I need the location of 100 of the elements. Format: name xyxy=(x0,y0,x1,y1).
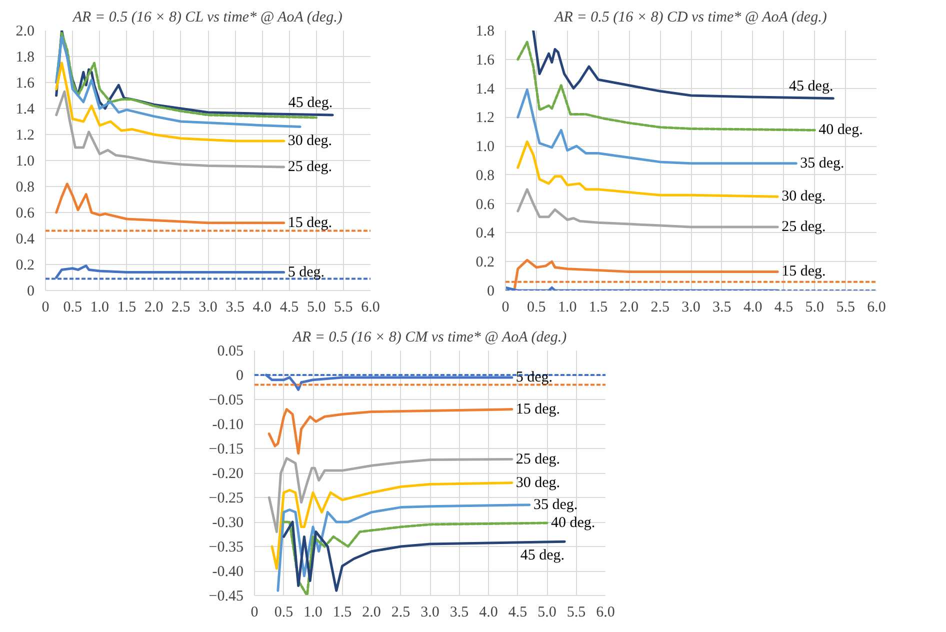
x-tick-label: 2.5 xyxy=(172,300,190,316)
series-label: 15 deg. xyxy=(288,214,332,231)
chart-title: AR = 0.5 (16 × 8) CM vs time* @ AoA (deg.) xyxy=(292,330,567,346)
series-label: 35 deg. xyxy=(533,496,578,513)
series-label: 45 deg. xyxy=(288,95,333,111)
x-tick-label: 5.0 xyxy=(306,300,326,316)
x-tick-label: 6.0 xyxy=(596,604,615,620)
x-tick-label: 0 xyxy=(502,300,510,316)
y-tick-label: 0.2 xyxy=(16,258,34,274)
line-series xyxy=(268,408,514,455)
y-tick-label: 2.0 xyxy=(16,24,34,40)
series-label: 25 deg. xyxy=(782,218,826,235)
x-tick-label: 3.0 xyxy=(682,300,700,316)
series-label: 30 deg. xyxy=(288,133,332,149)
y-tick-label: 0.05 xyxy=(217,344,244,360)
y-tick-label: 0.4 xyxy=(476,226,495,242)
x-tick-label: 0 xyxy=(42,300,50,316)
x-tick-label: 5.5 xyxy=(334,300,353,316)
x-tick-label: 4.0 xyxy=(479,604,498,620)
y-tick-label: 1.8 xyxy=(16,50,34,66)
line-series xyxy=(516,140,779,198)
y-tick-label: -0.40 xyxy=(212,564,244,580)
x-tick-label: 4.5 xyxy=(280,300,299,316)
x-tick-label: 2.0 xyxy=(144,300,164,316)
series-label: 40 deg. xyxy=(818,122,863,138)
x-tick-label: 1.5 xyxy=(332,604,352,620)
line-series xyxy=(270,482,514,570)
y-tick-label: 0.4 xyxy=(16,232,35,248)
x-tick-label: 3.5 xyxy=(226,300,244,316)
x-tick-label: 6.0 xyxy=(867,300,886,316)
line-series xyxy=(55,90,286,168)
line-series xyxy=(532,30,834,100)
x-tick-label: 6.0 xyxy=(361,300,380,316)
x-tick-label: 2.0 xyxy=(620,300,639,316)
x-tick-label: 0 xyxy=(250,604,258,620)
x-tick-label: 5.5 xyxy=(566,604,586,620)
y-tick-label: 0.2 xyxy=(476,254,494,271)
series-label: 15 deg. xyxy=(516,401,560,418)
y-tick-label: −0.05 xyxy=(208,392,244,408)
x-tick-label: 3.0 xyxy=(198,300,218,316)
series-label: 45 deg. xyxy=(789,78,834,94)
y-tick-label: -0.30 xyxy=(212,515,244,531)
y-tick-label: 1.0 xyxy=(476,139,494,156)
y-tick-label: 1.4 xyxy=(476,81,495,98)
y-tick-label: 1.6 xyxy=(16,76,35,92)
x-tick-label: 2.5 xyxy=(391,604,410,620)
line-series xyxy=(55,36,302,128)
y-tick-label: 1.2 xyxy=(16,128,34,144)
series-label: 30 deg. xyxy=(516,474,560,491)
y-tick-label: −0.25 xyxy=(208,490,244,506)
y-tick-label: 0 xyxy=(487,284,494,300)
series-label: 45 deg. xyxy=(520,548,565,564)
y-tick-label: 0.8 xyxy=(16,180,34,196)
x-tick-label: 5.5 xyxy=(836,300,855,316)
x-tick-label: 1.0 xyxy=(90,300,110,316)
chart-title: AR = 0.5 (16 × 8) CD vs time* @ AoA (deg.) xyxy=(554,10,827,26)
y-tick-label: 1.2 xyxy=(476,110,494,126)
line-series xyxy=(268,457,514,534)
series-label: 25 deg. xyxy=(516,451,560,468)
series-label: 30 deg. xyxy=(782,188,826,205)
x-tick-label: 0.5 xyxy=(527,300,546,316)
x-tick-label: 3.5 xyxy=(450,604,469,620)
x-tick-label: 4.0 xyxy=(743,300,762,316)
y-tick-label: −0.15 xyxy=(208,442,244,458)
y-tick-label: 0 xyxy=(236,368,244,384)
x-tick-label: 2.5 xyxy=(650,300,670,316)
line-series xyxy=(55,62,286,142)
y-tick-label: 0.6 xyxy=(16,206,35,222)
line-series xyxy=(516,188,779,228)
series-label: 5 deg. xyxy=(288,264,325,280)
y-tick-label: 1.4 xyxy=(16,102,35,118)
y-tick-label: −0.35 xyxy=(208,540,244,556)
x-tick-label: 4.5 xyxy=(774,300,794,316)
y-tick-label: −0.45 xyxy=(208,588,244,604)
y-tick-label: -0.10 xyxy=(212,417,244,433)
series-label: 35 deg. xyxy=(800,155,844,172)
x-tick-label: 1.5 xyxy=(588,300,608,316)
x-tick-label: 4.5 xyxy=(508,604,528,620)
y-tick-label: 0 xyxy=(27,284,34,300)
x-tick-label: 0.5 xyxy=(274,604,294,620)
y-tick-label: -0.20 xyxy=(212,466,244,482)
y-tick-label: 1.8 xyxy=(476,24,494,40)
line-series xyxy=(55,182,286,224)
y-tick-label: 1.6 xyxy=(476,52,495,68)
y-tick-label: 0.8 xyxy=(476,168,494,184)
x-tick-label: 2.0 xyxy=(362,604,381,620)
chart-title: AR = 0.5 (16 × 8) CL vs time* @ AoA (deg.) xyxy=(72,10,342,26)
x-tick-label: 1.0 xyxy=(304,604,322,620)
x-tick-label: 3.5 xyxy=(712,300,732,316)
x-tick-label: 5.0 xyxy=(805,300,824,316)
series-label: 15 deg. xyxy=(782,264,826,280)
x-tick-label: 5.0 xyxy=(538,604,556,620)
x-tick-label: 1.0 xyxy=(558,300,577,316)
x-tick-label: 1.5 xyxy=(117,300,136,316)
series-label: 25 deg. xyxy=(288,159,332,175)
x-tick-label: 0.5 xyxy=(63,300,82,316)
y-tick-label: 0.6 xyxy=(476,196,495,213)
x-tick-label: 4.0 xyxy=(252,300,272,316)
x-tick-label: 3.0 xyxy=(420,604,440,620)
series-label: 40 deg. xyxy=(551,514,596,531)
